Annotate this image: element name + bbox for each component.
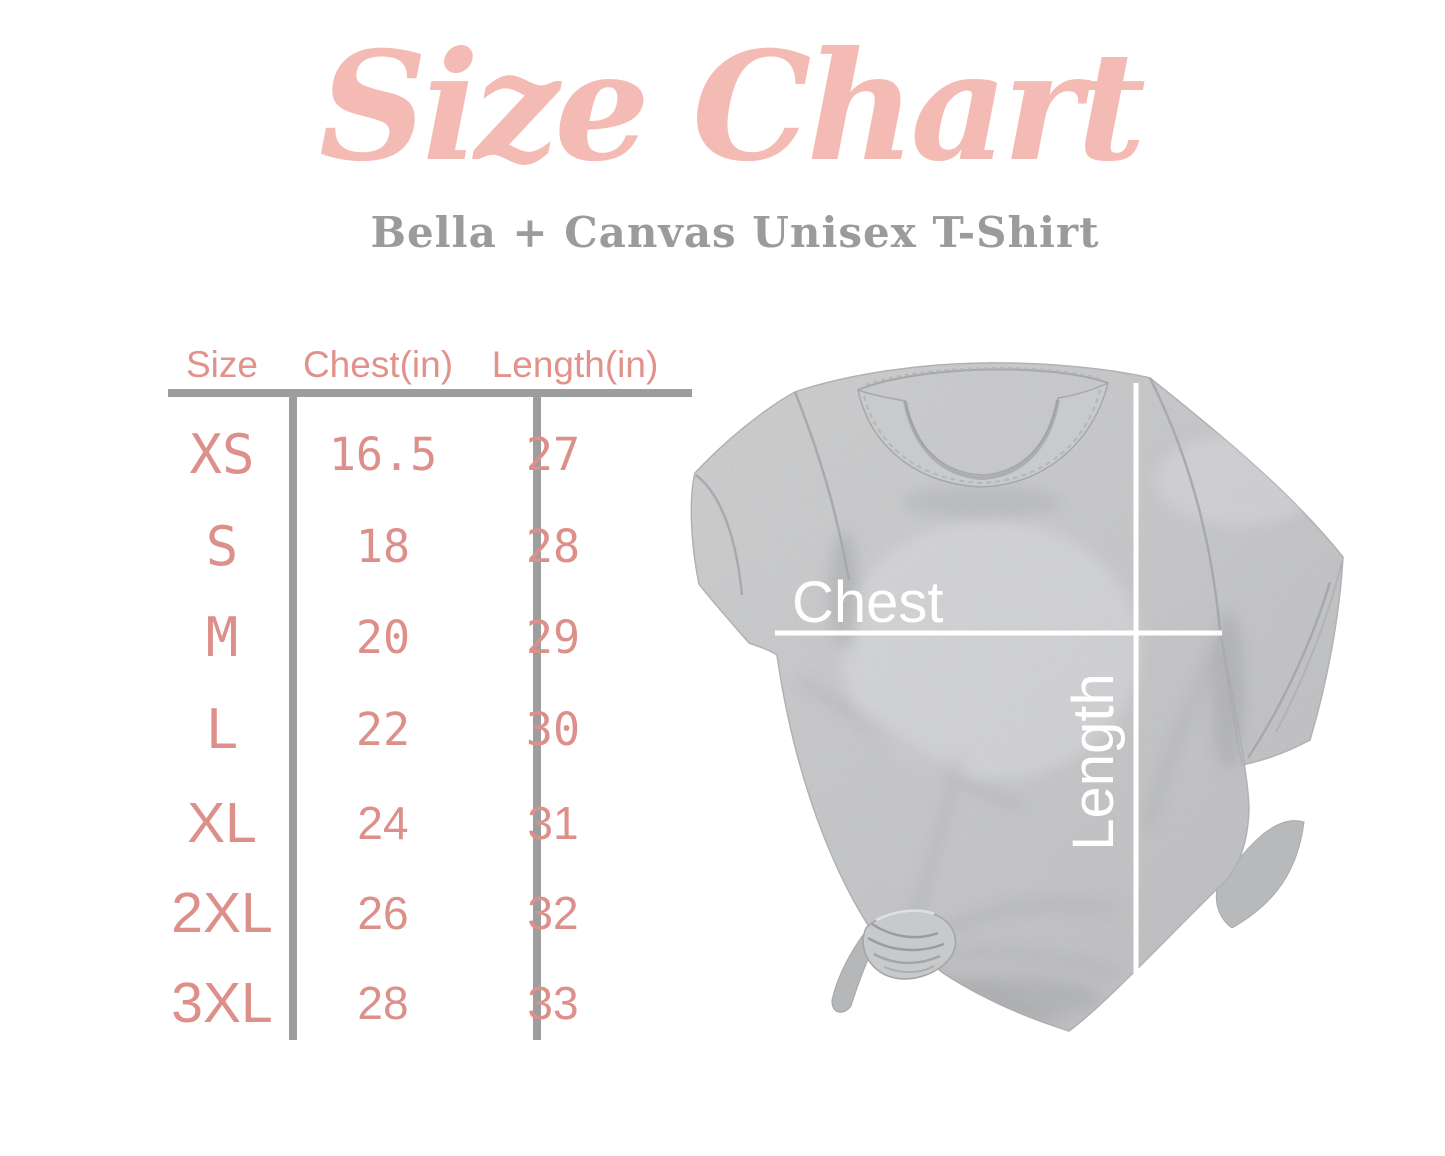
- size-value: XS: [189, 423, 255, 486]
- chest-value: 28: [357, 977, 409, 1029]
- size-value: L: [205, 698, 239, 761]
- page-title: Size Chart: [318, 19, 1146, 195]
- size-value: M: [205, 606, 239, 669]
- shirt-seams: [695, 377, 1343, 759]
- size-value: 2XL: [171, 881, 273, 945]
- column-header-size: Size: [186, 344, 258, 385]
- length-value: 28: [525, 520, 581, 573]
- column-header-length: Length(in): [491, 344, 659, 385]
- length-label: Length: [1061, 673, 1126, 850]
- size-value: S: [205, 515, 239, 578]
- chest-value: 18: [355, 520, 411, 573]
- table-row: S 18 28: [0, 515, 780, 579]
- length-value: 30: [525, 703, 581, 756]
- table-header-rule: [168, 389, 692, 397]
- table-row: XS 16.5 27: [0, 423, 780, 487]
- length-value: 27: [525, 428, 581, 481]
- chest-value: 26: [357, 887, 409, 939]
- size-value: XL: [187, 791, 257, 855]
- page-subtitle: Bella + Canvas Unisex T-Shirt: [370, 208, 1100, 257]
- table-row: 3XL 28 33: [0, 971, 780, 1035]
- chest-label: Chest: [792, 570, 944, 635]
- table-row: M 20 29: [0, 606, 780, 670]
- table-divider-right: [533, 397, 541, 1040]
- length-value: 32: [527, 887, 579, 939]
- length-value: 31: [527, 797, 579, 849]
- shirt-knot: [862, 909, 957, 980]
- chest-value: 22: [355, 703, 411, 756]
- column-header-chest: Chest(in): [302, 344, 454, 385]
- tshirt-graphic: Chest Length: [690, 362, 1344, 1032]
- length-value: 33: [527, 977, 579, 1029]
- table-row: L 22 30: [0, 698, 780, 762]
- table-row: 2XL 26 32: [0, 881, 780, 945]
- chest-value: 20: [355, 611, 411, 664]
- table-row: XL 24 31: [0, 791, 780, 855]
- collar: [856, 366, 1110, 488]
- chest-value: 24: [357, 797, 409, 849]
- table-divider-left: [289, 397, 297, 1040]
- size-value: 3XL: [171, 971, 273, 1035]
- shirt-back-flap: [1215, 820, 1305, 929]
- chest-value: 16.5: [328, 428, 438, 481]
- length-value: 29: [525, 611, 581, 664]
